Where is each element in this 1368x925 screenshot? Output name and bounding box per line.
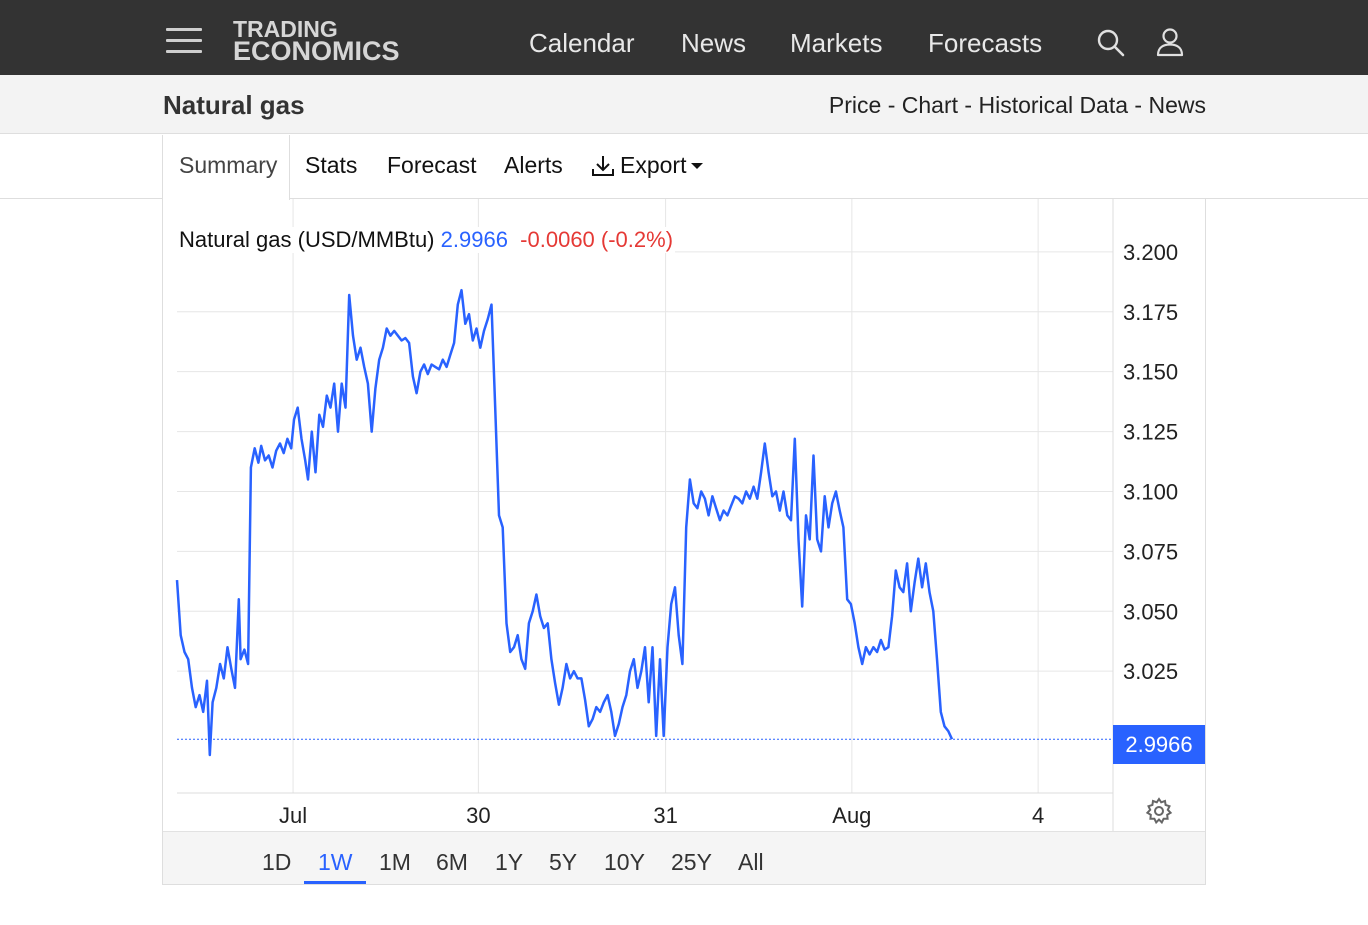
active-range-indicator <box>304 881 366 884</box>
chart-gridlines <box>177 199 1113 793</box>
range-selector: 1D 1W 1M 6M 1Y 5Y 10Y 25Y All <box>163 831 1205 884</box>
y-tick-label: 3.050 <box>1123 599 1178 624</box>
tab-summary-label[interactable]: Summary <box>179 152 278 178</box>
subnav-links: Price - Chart - Historical Data - News <box>829 92 1206 119</box>
subnav-separator: - <box>958 92 979 118</box>
legend-price: 2.9966 <box>440 227 508 252</box>
hamburger-menu-icon[interactable] <box>166 26 202 56</box>
range-1m[interactable]: 1M <box>379 849 411 875</box>
y-tick-label: 3.125 <box>1123 420 1178 445</box>
last-price-badge: 2.9966 <box>1113 725 1205 764</box>
tab-export[interactable]: Export <box>620 152 687 178</box>
tab-forecast[interactable]: Forecast <box>387 152 477 178</box>
range-10y[interactable]: 10Y <box>604 849 645 875</box>
tab-alerts[interactable]: Alerts <box>504 152 563 178</box>
nav-markets[interactable]: Markets <box>790 28 883 58</box>
y-tick-label: 3.025 <box>1123 659 1178 684</box>
title-bar: Natural gas Price - Chart - Historical D… <box>0 75 1368 134</box>
y-tick-label: 3.200 <box>1123 240 1178 265</box>
price-chart[interactable]: Jul 30 31 Aug 4 3.025 3.050 3.075 3.100 3.125 3.15… <box>163 199 1205 831</box>
subnav-separator: - <box>1128 92 1149 118</box>
price-series-line <box>175 288 954 757</box>
download-icon[interactable] <box>592 154 614 178</box>
logo-line-2: ECONOMICS <box>233 36 400 66</box>
range-1w[interactable]: 1W <box>318 849 353 875</box>
nav-forecasts[interactable]: Forecasts <box>928 28 1043 58</box>
search-icon[interactable] <box>1096 28 1126 58</box>
x-tick-label: Aug <box>832 803 871 828</box>
page-title: Natural gas <box>163 90 305 120</box>
subnav-news[interactable]: News <box>1148 92 1206 118</box>
range-1d[interactable]: 1D <box>262 849 292 875</box>
range-5y[interactable]: 5Y <box>549 849 578 875</box>
range-all[interactable]: All <box>738 849 764 875</box>
x-tick-label: 4 <box>1032 803 1044 828</box>
chart-series <box>175 288 1113 757</box>
chart-axes: Jul 30 31 Aug 4 3.025 3.050 3.075 3.100 3.125 3.15… <box>177 199 1178 831</box>
x-tick-label: Jul <box>279 803 307 828</box>
top-navbar: TRADING ECONOMICS Calendar News Markets … <box>0 0 1368 75</box>
chart-legend: Natural gas (USD/MMBtu) 2.9966 -0.0060 (… <box>177 227 676 253</box>
range-25y[interactable]: 25Y <box>671 849 712 875</box>
gear-icon[interactable] <box>1145 797 1173 825</box>
nav-calendar[interactable]: Calendar <box>529 28 635 58</box>
x-tick-label: 31 <box>653 803 677 828</box>
site-logo[interactable]: TRADING ECONOMICS <box>233 16 400 66</box>
tabs-row: Summary Stats Forecast Alerts Export <box>0 135 1368 200</box>
tab-stats[interactable]: Stats <box>305 152 358 178</box>
tab-summary[interactable]: Summary <box>162 135 290 200</box>
y-tick-label: 3.075 <box>1123 539 1178 564</box>
chart-panel: Jul 30 31 Aug 4 3.025 3.050 3.075 3.100 3.125 3.15… <box>162 199 1206 885</box>
subnav-separator: - <box>881 92 902 118</box>
x-tick-label: 30 <box>466 803 490 828</box>
subnav-price[interactable]: Price <box>828 92 882 118</box>
y-tick-label: 3.100 <box>1123 479 1178 504</box>
range-1y[interactable]: 1Y <box>495 849 524 875</box>
caret-down-icon[interactable] <box>691 163 703 169</box>
legend-series-name: Natural gas (USD/MMBtu) <box>179 227 435 252</box>
logo-line-1: TRADING <box>233 16 338 42</box>
range-6m[interactable]: 6M <box>436 849 468 875</box>
subnav-historical-data[interactable]: Historical Data <box>978 92 1129 118</box>
subnav-chart[interactable]: Chart <box>901 92 959 118</box>
y-tick-label: 3.150 <box>1123 360 1178 385</box>
nav-news[interactable]: News <box>681 28 747 58</box>
y-tick-label: 3.175 <box>1123 300 1178 325</box>
legend-change: -0.0060 (-0.2%) <box>520 227 674 252</box>
user-icon[interactable] <box>1155 27 1185 57</box>
